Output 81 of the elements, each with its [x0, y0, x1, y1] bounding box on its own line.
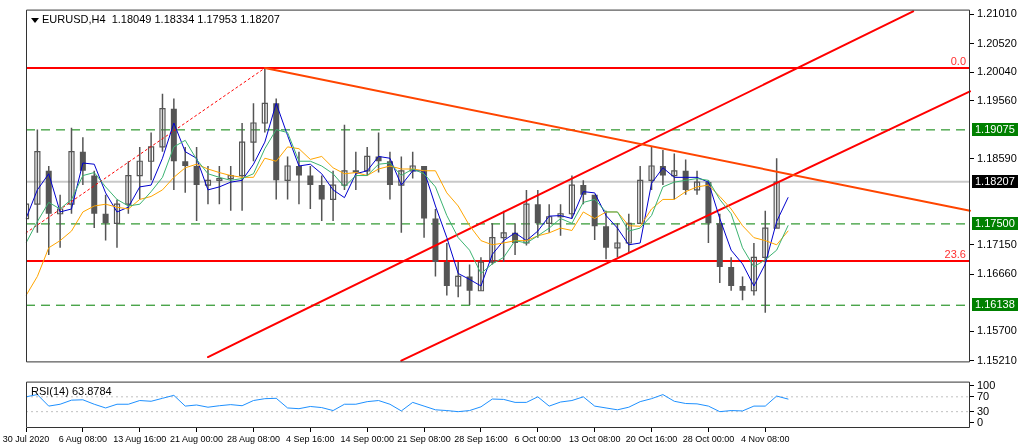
y-tick-label: 1.17150 [977, 237, 1017, 250]
candlestick [455, 261, 462, 299]
x-tick-label: 6 Aug 08:00 [58, 433, 107, 444]
ref-line-label: 1.17500 [972, 216, 1018, 230]
candlestick [398, 155, 405, 234]
candlestick [57, 193, 64, 249]
ref-line-label: 1.16138 [972, 298, 1018, 312]
x-tick-label: 13 Oct 08:00 [568, 433, 621, 444]
y-tick-label: 1.15210 [977, 353, 1017, 366]
candlestick [364, 146, 371, 177]
x-tick-label: 6 Oct 00:00 [514, 433, 562, 444]
candlestick [204, 165, 212, 205]
candlestick [728, 256, 735, 292]
candlestick [625, 213, 632, 254]
x-tick-label: 13 Aug 16:00 [113, 433, 167, 444]
candlestick [762, 210, 769, 314]
candlestick [534, 189, 541, 239]
candlestick [739, 275, 746, 302]
x-tick-label: 14 Sep 00:00 [340, 433, 394, 444]
ref-line-label: 1.18207 [972, 174, 1018, 188]
y-tick-label: 1.16660 [977, 267, 1017, 280]
candlestick [443, 242, 450, 297]
candlestick [102, 193, 109, 242]
y-tick-label: 70 [977, 389, 990, 402]
candlestick [113, 198, 121, 249]
x-tick-label: 28 Aug 08:00 [226, 433, 280, 444]
candlestick [409, 150, 416, 180]
y-tick-label: 1.15700 [977, 324, 1017, 337]
candlestick [159, 93, 166, 153]
y-tick-label: 0 [977, 415, 984, 428]
candlestick [193, 146, 200, 222]
x-tick-label: 20 Oct 16:00 [625, 433, 678, 444]
candlestick [603, 210, 610, 260]
candlestick [250, 102, 257, 162]
chart-title: EURUSD,H4 1.18049 1.18334 1.17953 1.18207 [42, 12, 280, 26]
candlestick [341, 124, 348, 191]
candlestick [34, 128, 41, 234]
candlestick [614, 222, 621, 259]
y-tick-label: 1.21010 [977, 7, 1017, 20]
candlestick [284, 155, 291, 201]
annotation: 0.0 [950, 55, 966, 69]
candlestick [489, 222, 496, 266]
y-tick-label: 100 [977, 378, 996, 391]
candlestick [546, 203, 553, 234]
annotation: 23.6 [944, 247, 966, 261]
candlestick [125, 160, 132, 215]
y-tick-label: 1.20520 [977, 36, 1017, 49]
x-tick-label: 4 Sep 16:00 [286, 433, 335, 444]
y-tick-label: 1.19560 [977, 93, 1017, 106]
candlestick [568, 174, 576, 220]
candlestick [148, 131, 155, 182]
chart-title: RSI(14) 63.8784 [31, 384, 112, 398]
candlestick [68, 127, 75, 215]
x-tick-label: 28 Sep 16:00 [454, 433, 508, 444]
candlestick [477, 256, 485, 292]
candlestick [136, 146, 143, 201]
candlestick [637, 165, 644, 225]
y-tick-label: 30 [977, 404, 990, 417]
candlestick [523, 189, 530, 247]
candlestick [648, 146, 655, 191]
candlestick [693, 170, 701, 196]
candlestick [295, 150, 302, 205]
x-tick-label: 30 Jul 2020 [2, 433, 50, 444]
x-tick-label: 21 Sep 08:00 [397, 433, 451, 444]
y-tick-label: 1.20040 [977, 65, 1017, 78]
x-tick-label: 4 Nov 08:00 [741, 433, 790, 444]
candlestick [329, 170, 337, 222]
candlestick [750, 242, 757, 297]
candlestick [261, 67, 268, 134]
candlestick [500, 210, 507, 263]
candlestick [466, 263, 473, 306]
x-tick-label: 21 Aug 00:00 [170, 433, 224, 444]
candlestick [671, 152, 678, 201]
candlestick [307, 165, 314, 210]
x-tick-label: 28 Oct 00:00 [682, 433, 735, 444]
y-tick-label: 1.18590 [977, 151, 1017, 164]
ref-line-label: 1.19075 [972, 122, 1018, 136]
candlestick [773, 157, 780, 229]
candlestick [318, 174, 325, 222]
candlestick [182, 146, 189, 194]
candlestick [239, 122, 246, 212]
